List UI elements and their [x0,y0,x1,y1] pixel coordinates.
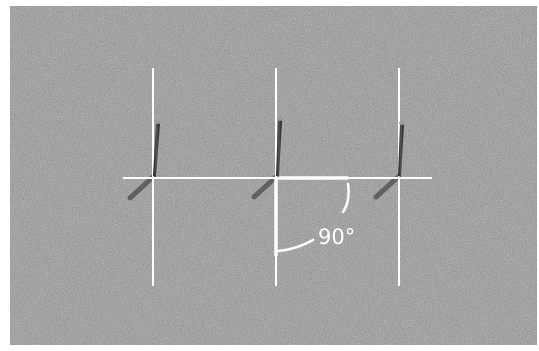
stake-shadow-right [373,174,401,200]
gravel-photo: 90° [10,6,537,345]
guide-lines [123,68,432,286]
stake-middle [276,120,282,177]
stake-right-top [399,121,405,125]
stake-shadow-left [127,174,156,201]
gravel-texture [10,6,537,345]
stake-left [153,123,160,177]
angle-arc-upper [341,182,350,214]
stake-middle-top [277,117,283,121]
stake-left-top [155,120,161,124]
stake-shadow-middle [251,174,279,200]
stakes [153,117,405,177]
layout-diagram: 90° [10,6,537,345]
stake-icon [276,117,283,177]
stake-right [398,124,404,177]
stake-icon [153,120,161,177]
angle-label: 90° [318,225,355,249]
angle-arc-lower [276,238,315,253]
stake-shadows [127,174,401,201]
stake-icon [398,121,405,177]
